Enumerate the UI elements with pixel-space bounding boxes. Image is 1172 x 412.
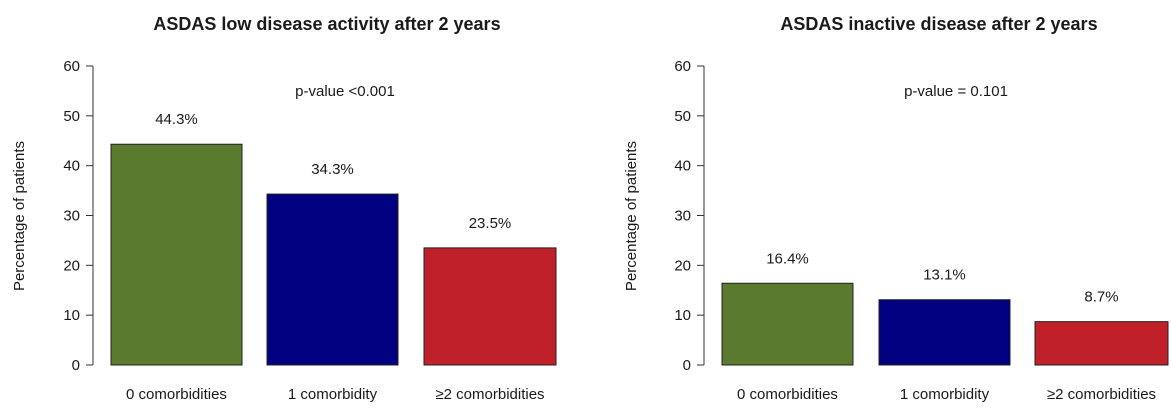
chart-2-y-tick-label: 20 (674, 257, 691, 274)
chart-2-p-value-annotation: p-value = 0.101 (904, 83, 1008, 100)
chart-1-y-tick-label: 10 (63, 307, 80, 324)
chart-2-data-label: 13.1% (923, 267, 966, 284)
chart-2-bar (878, 299, 1011, 366)
chart-1-category-label: ≥2 comorbidities (435, 386, 544, 403)
chart-2-category-label: ≥2 comorbidities (1047, 386, 1156, 403)
chart-2-bar (721, 282, 854, 366)
chart-1-bar (110, 143, 243, 366)
chart-2-data-label: 8.7% (1084, 289, 1118, 306)
chart-1-y-tick-label: 50 (63, 108, 80, 125)
chart-1: ASDAS low disease activity after 2 years… (11, 14, 557, 403)
chart-1-y-tick-label: 40 (63, 158, 80, 175)
chart-1-title: ASDAS low disease activity after 2 years (153, 14, 500, 34)
chart-2-bar (1034, 321, 1169, 366)
chart-1-y-tick-label: 20 (63, 257, 80, 274)
chart-2: ASDAS inactive disease after 2 years 0 10 2… (623, 14, 1169, 403)
chart-2-y-tick-label: 40 (674, 158, 691, 175)
chart-1-data-label: 23.5% (469, 215, 512, 232)
chart-1-y-tick-label: 30 (63, 208, 80, 225)
chart-1-data-label: 44.3% (155, 111, 198, 128)
chart-2-y-tick-label: 60 (674, 58, 691, 75)
chart-2-category-label: 0 comorbidities (737, 386, 838, 403)
chart-1-y-tick-label: 60 (63, 58, 80, 75)
chart-1-y-tick-label: 0 (72, 357, 80, 374)
chart-2-y-tick-label: 0 (683, 357, 691, 374)
chart-1-p-value-annotation: p-value <0.001 (295, 83, 395, 100)
chart-1-y-axis-title: Percentage of patients (11, 141, 28, 291)
chart-1-category-label: 0 comorbidities (126, 386, 227, 403)
chart-2-title: ASDAS inactive disease after 2 years (780, 14, 1097, 34)
chart-1-data-label: 34.3% (311, 161, 354, 178)
chart-2-y-tick-label: 10 (674, 307, 691, 324)
chart-2-category-label: 1 comorbidity (900, 386, 990, 403)
chart-2-y-tick-label: 50 (674, 108, 691, 125)
chart-2-y-tick-label: 30 (674, 208, 691, 225)
chart-2-data-label: 16.4% (766, 250, 809, 267)
chart-1-category-label: 1 comorbidity (288, 386, 378, 403)
chart-1-bar (266, 193, 399, 366)
chart-1-bar (423, 247, 557, 366)
chart-2-y-axis-title: Percentage of patients (623, 141, 640, 291)
